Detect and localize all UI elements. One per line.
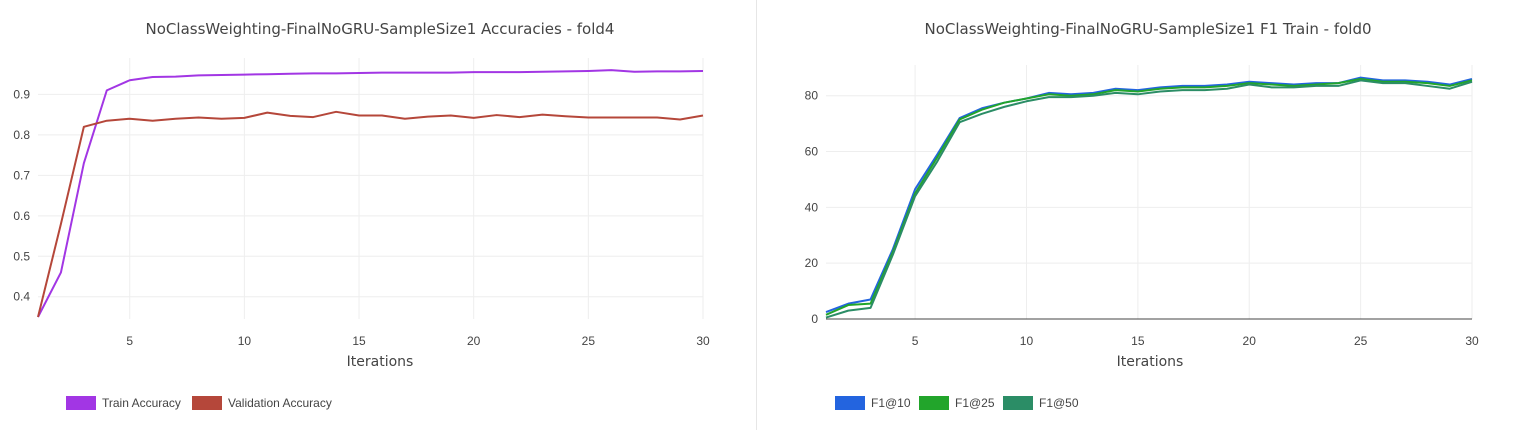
legend-swatch [192,396,222,410]
x-tick-label: 20 [1243,334,1257,348]
x-tick-label: 25 [582,334,596,348]
x-tick-label: 20 [467,334,481,348]
y-tick-label: 0.9 [13,87,30,101]
legend-swatch [835,396,865,410]
series-line-f1-50[interactable] [825,79,1473,319]
chart-title: NoClassWeighting-FinalNoGRU-SampleSize1 … [146,20,615,38]
legend-swatch [66,396,96,410]
series-line-f1-25[interactable] [825,77,1473,316]
x-tick-label: 15 [1131,334,1145,348]
legend-label: F1@25 [955,396,995,410]
y-tick-label: 0.4 [13,290,30,304]
f1-chart: NoClassWeighting-FinalNoGRU-SampleSize1 … [805,20,1479,410]
y-tick-label: 60 [805,145,819,159]
chart-divider [756,0,757,430]
y-tick-label: 0.8 [13,128,30,142]
legend-label: Validation Accuracy [228,396,332,410]
chart-title: NoClassWeighting-FinalNoGRU-SampleSize1 … [924,20,1371,38]
legend-label: Train Accuracy [102,396,181,410]
legend-item[interactable]: F1@25 [919,396,995,410]
x-tick-label: 25 [1354,334,1368,348]
legend-item[interactable]: Train Accuracy [66,396,181,410]
legend-item[interactable]: Validation Accuracy [192,396,332,410]
y-tick-label: 0.7 [13,168,30,182]
legend-label: F1@10 [871,396,911,410]
legend-item[interactable]: F1@50 [1003,396,1079,410]
legend-item[interactable]: F1@10 [835,396,911,410]
x-tick-label: 5 [912,334,919,348]
legend-label: F1@50 [1039,396,1079,410]
x-tick-label: 10 [238,334,252,348]
y-tick-label: 40 [805,200,819,214]
x-tick-label: 30 [696,334,710,348]
series-line-train-accuracy[interactable] [37,69,704,318]
legend-swatch [1003,396,1033,410]
x-tick-label: 15 [352,334,366,348]
y-tick-label: 0.5 [13,249,30,263]
y-tick-label: 0.6 [13,209,30,223]
y-tick-label: 80 [805,89,819,103]
x-tick-label: 30 [1465,334,1479,348]
y-tick-label: 20 [805,256,819,270]
x-tick-label: 5 [126,334,133,348]
x-tick-label: 10 [1020,334,1034,348]
y-tick-label: 0 [811,312,818,326]
accuracy-chart: NoClassWeighting-FinalNoGRU-SampleSize1 … [13,20,710,410]
legend-swatch [919,396,949,410]
series-line-validation-accuracy[interactable] [37,110,704,318]
x-axis-title: Iterations [347,354,414,370]
series-line-f1-10[interactable] [825,76,1473,313]
x-axis-title: Iterations [1117,354,1184,370]
